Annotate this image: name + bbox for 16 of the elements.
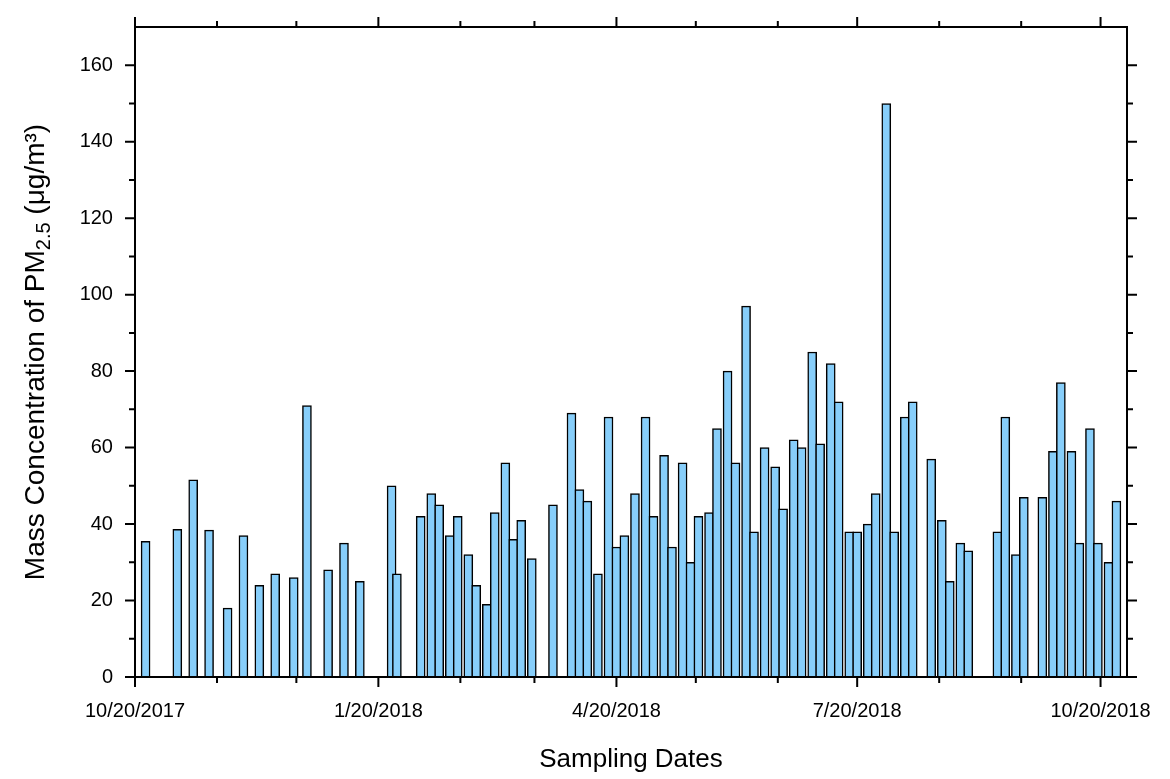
y-tick-label: 100 [79, 282, 113, 305]
y-tick-label: 140 [79, 129, 113, 152]
x-tick-label: 4/20/2018 [571, 698, 661, 721]
x-tick-label: 1/20/2018 [333, 698, 423, 721]
x-tick-label: 7/20/2018 [812, 698, 902, 721]
y-tick-label: 20 [90, 588, 113, 611]
y-tick-label: 120 [79, 205, 113, 228]
y-axis-title: Mass Concentration of PM2.5 (μg/m³) [18, 123, 54, 581]
x-tick-label: 10/20/2018 [1050, 698, 1151, 721]
x-tick-label: 10/20/2017 [84, 698, 186, 721]
y-tick-label: 0 [101, 664, 113, 687]
y-tick-label: 60 [90, 435, 113, 458]
y-tick-label: 80 [90, 358, 113, 381]
y-tick-label: 40 [90, 511, 113, 534]
y-tick-label: 160 [79, 52, 113, 75]
x-axis-title: Sampling Dates [539, 743, 723, 774]
